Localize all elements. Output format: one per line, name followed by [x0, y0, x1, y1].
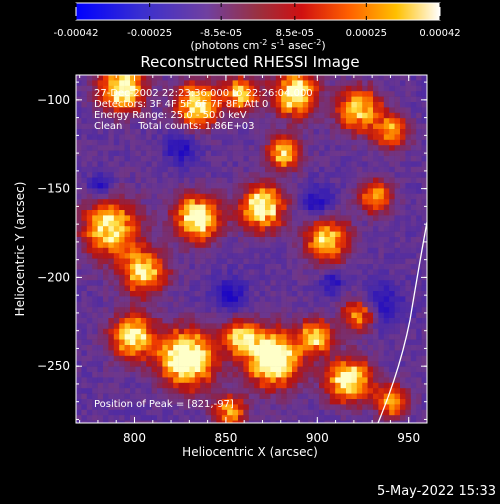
y-axis-ticks: −100 −150 −200 −250 [37, 81, 427, 420]
plot-title: Reconstructed RHESSI Image [140, 53, 359, 71]
annotation-detectors: Detectors: 3F 4F 5F 6F 7F 8F, Att 0 [94, 99, 268, 110]
solar-limb-curve [377, 221, 427, 423]
annotation-clean-counts: Clean Total counts: 1.86E+03 [94, 121, 254, 132]
y-axis-tick-label: −100 [37, 93, 70, 107]
y-axis-tick-label: −250 [37, 359, 70, 373]
footer-timestamp: 5-May-2022 15:33 [377, 484, 496, 499]
colorbar-tick-label: 8.5e-05 [276, 28, 314, 39]
colorbar [75, 2, 441, 21]
x-axis-label: Heliocentric X (arcsec) [182, 445, 318, 459]
colorbar-tick-label: 0.00025 [346, 28, 387, 39]
colorbar-tick-label: -8.5e-05 [200, 28, 242, 39]
y-axis-tick-label: −200 [37, 270, 70, 284]
peak-position-label: Position of Peak = [821,-97] [94, 399, 234, 410]
y-axis-label: Heliocentric Y (arcsec) [13, 182, 27, 317]
observation-annotation: 27-Dec-2002 22:23:36.000 to 22:26:04.000… [94, 88, 313, 410]
colorbar-tick-label: -0.00042 [54, 28, 99, 39]
annotation-energy-range: Energy Range: 25.0 - 50.0 keV [94, 110, 247, 121]
y-axis-tick-label: −150 [37, 182, 70, 196]
annotation-time-range: 27-Dec-2002 22:23:36.000 to 22:26:04.000 [94, 88, 313, 99]
colorbar-ticks [75, 3, 441, 20]
rhessi-image-map [76, 75, 427, 423]
colorbar-tick-label: 0.00042 [419, 28, 460, 39]
plot-frame [75, 74, 428, 424]
x-axis-tick-label: 950 [397, 431, 420, 445]
x-axis-ticks: 800 850 900 950 [79, 75, 428, 445]
x-axis-tick-label: 900 [306, 431, 329, 445]
colorbar-unit-label: (photons cm-2 s-1 asec-2) [190, 38, 325, 52]
x-axis-tick-label: 800 [123, 431, 146, 445]
colorbar-tick-labels: -0.00042 -0.00025 -8.5e-05 8.5e-05 0.00025 0.… [54, 28, 461, 39]
colorbar-tick-label: -0.00025 [127, 28, 172, 39]
x-axis-tick-label: 850 [214, 431, 237, 445]
